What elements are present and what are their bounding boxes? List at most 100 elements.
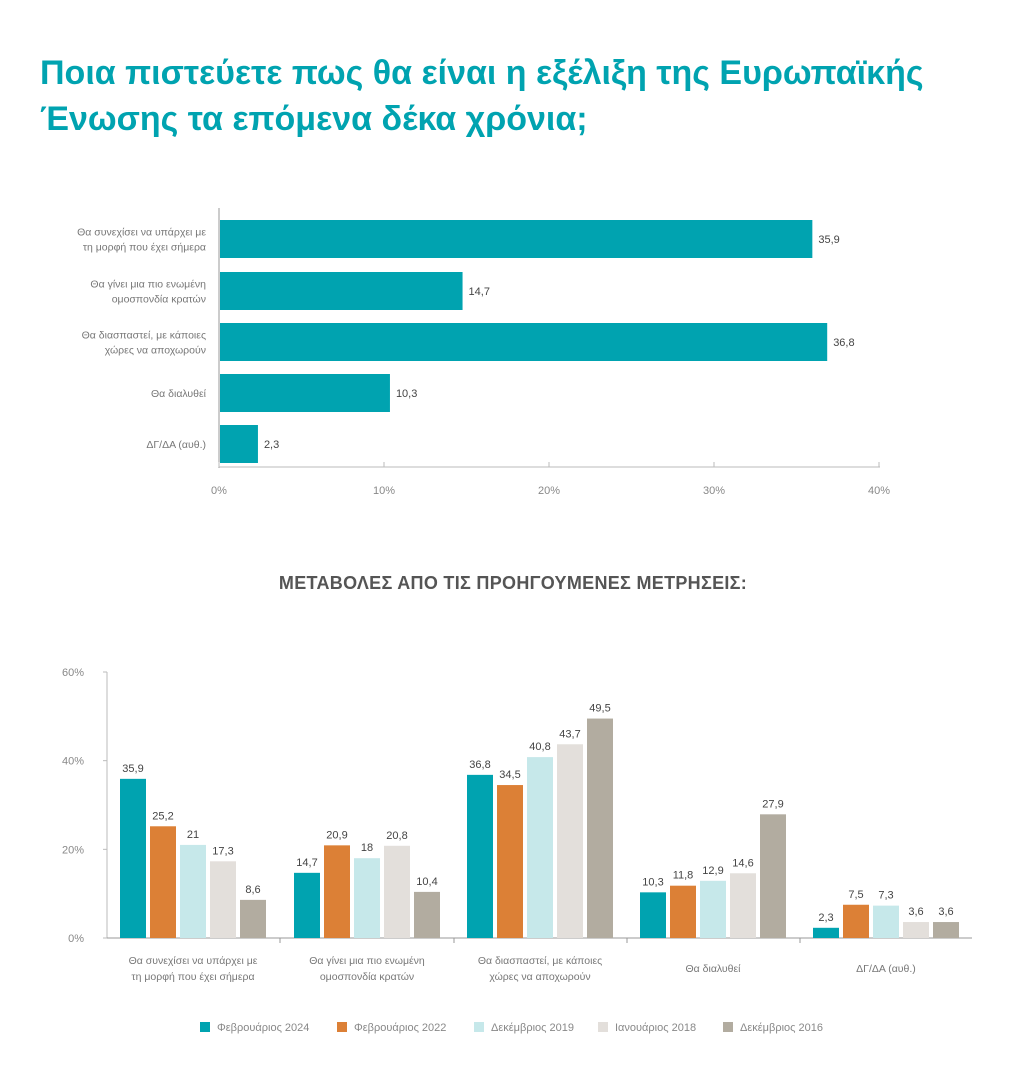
category-label: ΔΓ/ΔΑ (αυθ.) <box>856 963 916 975</box>
legend-swatch <box>337 1022 347 1032</box>
data-label: 3,6 <box>908 906 923 918</box>
bar <box>220 323 828 361</box>
data-label: 35,9 <box>122 763 143 775</box>
bar-3 <box>210 861 236 938</box>
bar-0 <box>813 927 839 938</box>
data-label: 20,8 <box>386 830 407 842</box>
data-label: 10,3 <box>642 876 663 888</box>
bar-2 <box>180 844 206 938</box>
bar-4 <box>587 718 613 938</box>
data-label: 3,6 <box>938 906 953 918</box>
data-label: 7,3 <box>878 890 893 902</box>
category-label: τη μορφή που έχει σήμερα <box>131 971 254 983</box>
bar-1 <box>497 785 523 938</box>
x-tick-label: 0% <box>211 485 227 497</box>
legend-label: Ιανουάριος 2018 <box>615 1022 696 1034</box>
page-title: Ποια πιστεύετε πως θα είναι η εξέλιξη τη… <box>40 50 1020 142</box>
bar-2 <box>354 858 380 938</box>
data-label: 8,6 <box>245 884 260 896</box>
bar-4 <box>240 899 266 938</box>
changes-subtitle: ΜΕΤΑΒΟΛΕΣ ΑΠΟ ΤΙΣ ΠΡΟΗΓΟΥΜΕΝΕΣ ΜΕΤΡΗΣΕΙΣ… <box>278 573 748 593</box>
data-label: 2,3 <box>264 439 279 451</box>
category-label: Θα διαλυθεί <box>151 388 207 400</box>
data-label: 34,5 <box>499 769 520 781</box>
category-label: Θα διασπαστεί, με κάποιες <box>478 955 602 967</box>
bar <box>220 425 258 463</box>
data-label: 40,8 <box>529 741 550 753</box>
data-label: 25,2 <box>152 810 173 822</box>
legend-swatch <box>474 1022 484 1032</box>
bar-0 <box>120 778 146 938</box>
x-tick-label: 20% <box>538 485 560 497</box>
data-label: 35,9 <box>818 234 839 246</box>
bar-1 <box>324 845 350 938</box>
x-tick-label: 40% <box>868 485 890 497</box>
category-label: ομοσπονδία κρατών <box>320 971 414 983</box>
y-tick-label: 60% <box>62 667 84 679</box>
data-label: 21 <box>187 829 199 841</box>
data-label: 11,8 <box>673 870 694 882</box>
category-label: Θα διασπαστεί, με κάποιες <box>82 330 206 342</box>
data-label: 43,7 <box>559 728 580 740</box>
data-label: 27,9 <box>762 798 783 810</box>
bar-2 <box>873 905 899 938</box>
title-line-1: Ποια πιστεύετε πως θα είναι η εξέλιξη τη… <box>40 54 924 92</box>
category-label: τη μορφή που έχει σήμερα <box>83 242 206 254</box>
category-label: Θα γίνει μια πιο ενωμένη <box>309 955 425 967</box>
bar-1 <box>843 904 869 938</box>
bar <box>220 272 463 310</box>
data-label: 10,4 <box>416 876 437 888</box>
y-tick-label: 40% <box>62 756 84 768</box>
category-label: ΔΓ/ΔΑ (αυθ.) <box>146 439 206 451</box>
bar-1 <box>670 885 696 938</box>
legend-label: Δεκέμβριος 2019 <box>491 1022 574 1034</box>
x-tick-label: 10% <box>373 485 395 497</box>
data-label: 18 <box>361 842 373 854</box>
legend-label: Φεβρουάριος 2022 <box>354 1022 446 1034</box>
category-label: Θα συνεχίσει να υπάρχει με <box>129 955 258 967</box>
bar-4 <box>414 891 440 938</box>
category-label: ομοσπονδία κρατών <box>112 294 206 306</box>
legend-swatch <box>200 1022 210 1032</box>
legend-label: Φεβρουάριος 2024 <box>217 1022 309 1034</box>
bar-0 <box>640 892 666 938</box>
data-label: 20,9 <box>326 829 347 841</box>
bar-2 <box>700 880 726 938</box>
data-label: 14,7 <box>469 286 490 298</box>
category-label: χώρες να αποχωρούν <box>489 971 590 983</box>
data-label: 49,5 <box>589 703 610 715</box>
bar-3 <box>557 744 583 938</box>
bar-0 <box>467 774 493 938</box>
category-label: Θα συνεχίσει να υπάρχει με <box>77 227 206 239</box>
bar <box>220 220 813 258</box>
category-label: Θα γίνει μια πιο ενωμένη <box>90 279 206 291</box>
bar-1 <box>150 826 176 938</box>
y-tick-label: 20% <box>62 844 84 856</box>
data-label: 2,3 <box>818 912 833 924</box>
category-label: Θα διαλυθεί <box>686 963 742 975</box>
category-label: χώρες να αποχωρούν <box>105 345 206 357</box>
x-tick-label: 30% <box>703 485 725 497</box>
bar-3 <box>384 845 410 938</box>
legend-label: Δεκέμβριος 2016 <box>740 1022 823 1034</box>
data-label: 14,6 <box>732 857 753 869</box>
bar <box>220 374 390 412</box>
y-tick-label: 0% <box>68 933 84 945</box>
data-label: 14,7 <box>296 857 317 869</box>
data-label: 36,8 <box>469 759 490 771</box>
data-label: 36,8 <box>833 337 854 349</box>
legend-swatch <box>598 1022 608 1032</box>
title-line-2: Ένωσης τα επόμενα δέκα χρόνια; <box>40 100 588 138</box>
bar-2 <box>527 757 553 938</box>
bar-4 <box>760 814 786 938</box>
data-label: 10,3 <box>396 388 417 400</box>
bar-3 <box>730 873 756 938</box>
data-label: 12,9 <box>702 865 723 877</box>
data-label: 7,5 <box>848 889 863 901</box>
legend-swatch <box>723 1022 733 1032</box>
bar-4 <box>933 922 959 938</box>
bar-0 <box>294 872 320 938</box>
data-label: 17,3 <box>212 845 233 857</box>
bar-3 <box>903 922 929 938</box>
